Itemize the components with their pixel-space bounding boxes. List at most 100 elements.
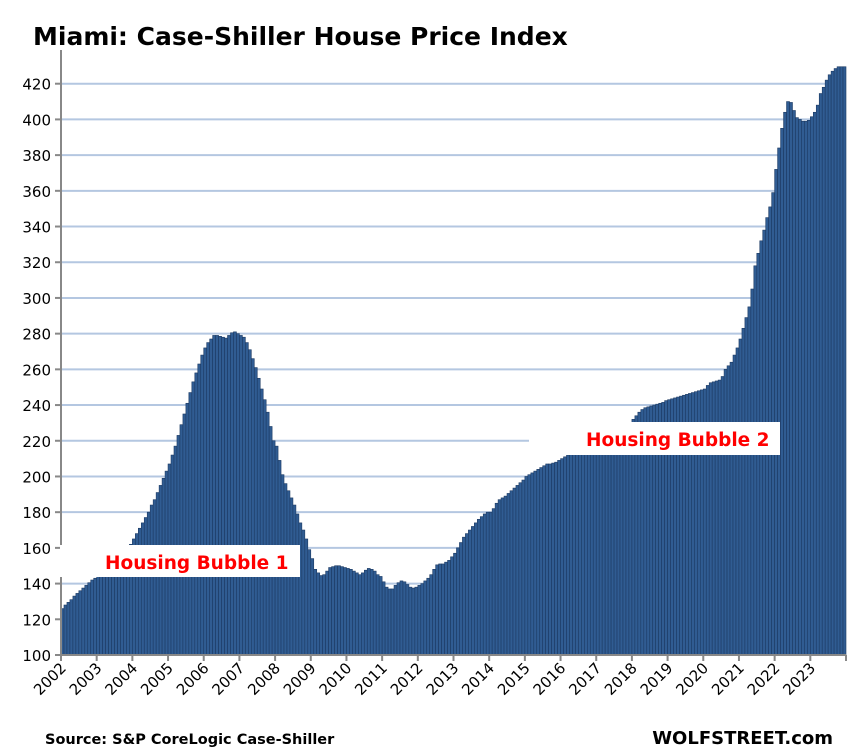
- bar: [584, 444, 588, 656]
- bar: [717, 379, 722, 656]
- bar: [87, 582, 92, 656]
- bar: [447, 560, 451, 656]
- bar: [780, 128, 784, 656]
- bar: [396, 582, 401, 656]
- bar: [111, 566, 115, 656]
- bar: [75, 593, 80, 656]
- bar: [491, 508, 496, 656]
- bar: [149, 504, 154, 656]
- bar: [417, 585, 422, 656]
- bar: [402, 581, 407, 656]
- bar: [221, 336, 225, 656]
- x-tick-label: 2004: [101, 659, 141, 699]
- bar: [114, 563, 118, 656]
- bar: [310, 558, 315, 656]
- bar: [453, 552, 457, 656]
- bar: [830, 70, 835, 656]
- bar: [78, 590, 83, 656]
- bar: [390, 588, 395, 656]
- bar: [518, 482, 523, 656]
- bar: [429, 574, 433, 656]
- x-tick-label: 2017: [565, 659, 605, 699]
- bar: [66, 602, 71, 656]
- bar: [218, 336, 222, 656]
- bar: [256, 377, 261, 656]
- bar: [268, 426, 273, 656]
- bar: [307, 549, 312, 656]
- y-tick-label: 160: [22, 540, 51, 558]
- annotation-1-box: [60, 545, 300, 577]
- bar: [589, 440, 594, 656]
- y-tick-label: 120: [22, 611, 51, 629]
- chart-title: Miami: Case-Shiller House Price Index: [33, 22, 568, 51]
- bar: [610, 429, 615, 656]
- bar: [414, 586, 419, 656]
- bar: [818, 93, 823, 656]
- bar: [827, 74, 832, 656]
- bar: [265, 411, 270, 656]
- bar: [369, 569, 374, 656]
- x-tick-label: 2002: [30, 659, 70, 699]
- x-tick-label: 2016: [530, 659, 570, 699]
- bar: [753, 265, 758, 656]
- bar: [476, 519, 481, 656]
- bar: [295, 513, 300, 656]
- x-tick-label: 2022: [744, 659, 784, 699]
- bar: [551, 462, 555, 656]
- bar: [334, 565, 338, 656]
- bar: [230, 332, 234, 656]
- bar: [358, 574, 362, 656]
- bar: [194, 372, 199, 656]
- bar: [239, 335, 243, 656]
- bar: [795, 117, 799, 656]
- bar: [420, 583, 425, 656]
- x-tick-label: 2008: [244, 659, 284, 699]
- y-tick-label: 280: [22, 326, 51, 344]
- x-tick-label: 2013: [423, 659, 463, 699]
- x-tick-label: 2019: [637, 659, 677, 699]
- bar: [209, 338, 213, 656]
- bar: [545, 463, 549, 656]
- bar: [488, 511, 493, 656]
- bar: [807, 120, 811, 656]
- bar: [322, 574, 326, 656]
- bar: [337, 565, 341, 656]
- bar: [557, 460, 561, 656]
- bar: [750, 288, 755, 656]
- bar: [152, 499, 157, 656]
- bar: [146, 511, 151, 656]
- bar: [581, 445, 585, 656]
- bar: [741, 327, 746, 656]
- bar: [384, 586, 389, 656]
- bar: [197, 363, 202, 656]
- x-tick-label: 2007: [209, 659, 249, 699]
- bar: [435, 564, 439, 656]
- bar: [515, 485, 520, 656]
- bar: [301, 529, 306, 656]
- bar: [292, 504, 297, 656]
- bar: [72, 595, 77, 656]
- bar: [411, 587, 416, 656]
- y-tick-label: 340: [22, 219, 51, 237]
- bar: [628, 422, 633, 656]
- bar: [456, 547, 460, 656]
- bar: [521, 479, 526, 656]
- bar: [812, 111, 817, 656]
- bar: [96, 576, 100, 656]
- bar: [801, 120, 805, 656]
- bar: [393, 585, 398, 656]
- annotation-2-box: [529, 422, 780, 455]
- bar: [497, 499, 502, 656]
- bar: [723, 369, 728, 656]
- x-tick-label: 2012: [387, 659, 427, 699]
- y-tick-label: 200: [22, 468, 51, 486]
- bar: [188, 392, 193, 656]
- bar: [84, 585, 89, 656]
- x-tick-label: 2021: [708, 659, 748, 699]
- bar: [432, 569, 436, 656]
- y-tick-label: 420: [22, 76, 51, 94]
- annotation-housing-bubble-1: Housing Bubble 1: [105, 553, 289, 574]
- bar: [248, 349, 252, 656]
- bar: [450, 556, 454, 656]
- bar: [530, 472, 535, 656]
